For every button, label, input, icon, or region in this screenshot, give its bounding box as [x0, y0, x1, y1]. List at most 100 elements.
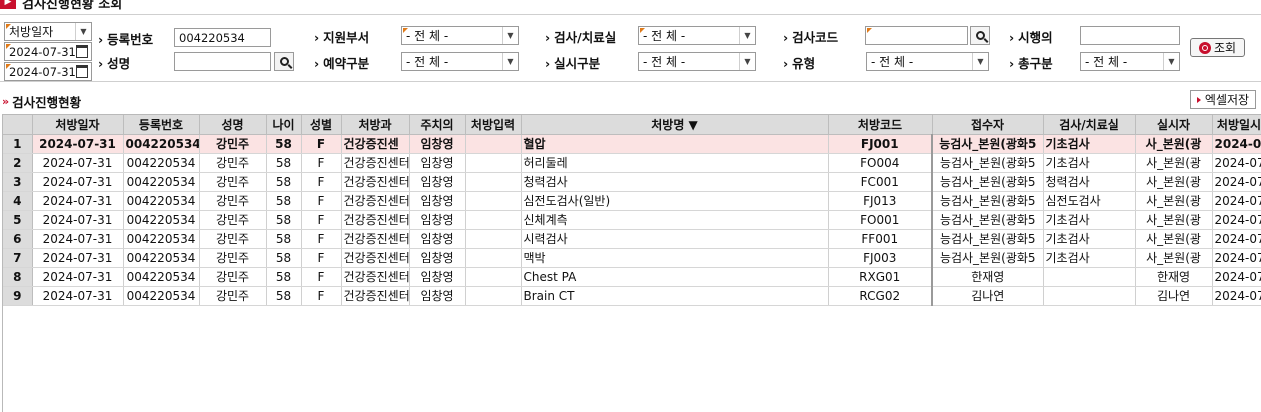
cell-doc[interactable]: 임창영 — [409, 248, 466, 268]
cell-code[interactable]: FJ001 — [828, 134, 933, 154]
cell-age[interactable]: 58 — [266, 153, 302, 173]
cell-exec[interactable]: 김나연 — [1135, 286, 1213, 306]
table-row[interactable]: 7 2024-07-31 004220534 강민주 58 F 건강증진센터 임창영 맥박 FJ0… — [3, 248, 1261, 268]
cell-date[interactable]: 2024-07-31 — [32, 248, 124, 268]
cell-reg[interactable]: 004220534 — [123, 267, 200, 287]
cell-dept[interactable]: 건강증진센터 — [341, 286, 410, 306]
cell-recv[interactable]: 능검사_본원(광화5 — [932, 229, 1044, 249]
cell-time[interactable]: 2024-07-31 08 — [1212, 134, 1261, 154]
result-grid[interactable]: 처방일자 등록번호 성명 나이 성별 처방과 주치의 처방입력 처방명 ▼ 처방… — [2, 114, 1261, 412]
cell-dept[interactable]: 건강증진센터 — [341, 191, 410, 211]
cell-exec[interactable]: 사_본원(광 — [1135, 229, 1213, 249]
cell-time[interactable]: 2024-07-31 08 — [1212, 229, 1261, 249]
column-header[interactable]: 성명 — [199, 115, 267, 135]
cell-room[interactable]: 청력검사 — [1043, 172, 1136, 192]
column-header[interactable]: 접수자 — [932, 115, 1044, 135]
cell-input[interactable] — [465, 229, 522, 249]
cell-room[interactable]: 기초검사 — [1043, 210, 1136, 230]
table-row[interactable]: 4 2024-07-31 004220534 강민주 58 F 건강증진센터 임창영 심전도검사… — [3, 191, 1261, 211]
cell-doc[interactable]: 임창영 — [409, 286, 466, 306]
date-type-select[interactable]: 처방일자 ▼ — [4, 22, 92, 41]
cell-input[interactable] — [465, 210, 522, 230]
cell-date[interactable]: 2024-07-31 — [32, 210, 124, 230]
cell-reg[interactable]: 004220534 — [123, 248, 200, 268]
cell-time[interactable]: 2024-07-31 08 — [1212, 267, 1261, 287]
cell-dept[interactable]: 건강증진센 — [341, 134, 410, 154]
cell-name[interactable]: 강민주 — [199, 229, 267, 249]
table-row[interactable]: 8 2024-07-31 004220534 강민주 58 F 건강증진센터 임창영 Chest… — [3, 267, 1261, 287]
name-search-button[interactable] — [274, 52, 294, 71]
cell-recv[interactable]: 능검사_본원(광화5 — [932, 248, 1044, 268]
table-row[interactable]: 9 2024-07-31 004220534 강민주 58 F 건강증진센터 임창영 Brain… — [3, 286, 1261, 306]
cell-exec[interactable]: 사_본원(광 — [1135, 153, 1213, 173]
column-header[interactable]: 실시자 — [1135, 115, 1213, 135]
cell-code[interactable]: FF001 — [828, 229, 933, 249]
cell-reg[interactable]: 004220534 — [123, 134, 200, 154]
cell-exec[interactable]: 사_본원(광 — [1135, 248, 1213, 268]
cell-recv[interactable]: 능검사_본원(광화5 — [932, 172, 1044, 192]
cell-code[interactable]: RCG02 — [828, 286, 933, 306]
query-button[interactable]: 조회 — [1190, 38, 1245, 57]
table-row[interactable]: 5 2024-07-31 004220534 강민주 58 F 건강증진센터 임창영 신체계측 F… — [3, 210, 1261, 230]
cell-name[interactable]: 강민주 — [199, 191, 267, 211]
column-header[interactable]: 등록번호 — [123, 115, 200, 135]
exam-code-search-button[interactable] — [970, 26, 990, 45]
cell-room[interactable] — [1043, 286, 1136, 306]
cell-date[interactable]: 2024-07-31 — [32, 286, 124, 306]
cell-order[interactable]: 허리둘레 — [521, 153, 829, 173]
cell-code[interactable]: FC001 — [828, 172, 933, 192]
cell-age[interactable]: 58 — [266, 267, 302, 287]
cell-code[interactable]: FJ013 — [828, 191, 933, 211]
cell-code[interactable]: RXG01 — [828, 267, 933, 287]
cell-sex[interactable]: F — [301, 267, 342, 287]
cell-exec[interactable]: 사_본원(광 — [1135, 191, 1213, 211]
cell-name[interactable]: 강민주 — [199, 286, 267, 306]
cell-reg[interactable]: 004220534 — [123, 153, 200, 173]
cell-time[interactable]: 2024-07-31 08 — [1212, 191, 1261, 211]
cell-sex[interactable]: F — [301, 229, 342, 249]
cell-input[interactable] — [465, 172, 522, 192]
cell-age[interactable]: 58 — [266, 134, 302, 154]
cell-input[interactable] — [465, 267, 522, 287]
cell-recv[interactable]: 김나연 — [932, 286, 1044, 306]
cell-date[interactable]: 2024-07-31 — [32, 172, 124, 192]
exec-type-select[interactable]: - 전 체 - ▼ — [638, 52, 756, 71]
cell-date[interactable]: 2024-07-31 — [32, 267, 124, 287]
cell-age[interactable]: 58 — [266, 286, 302, 306]
date-from-field[interactable]: 2024-07-31 — [4, 42, 92, 61]
cell-sex[interactable]: F — [301, 153, 342, 173]
cell-sex[interactable]: F — [301, 191, 342, 211]
table-row[interactable]: 3 2024-07-31 004220534 강민주 58 F 건강증진센터 임창영 청력검사 F… — [3, 172, 1261, 192]
cell-time[interactable]: 2024-07-31 08 — [1212, 286, 1261, 306]
cell-reg[interactable]: 004220534 — [123, 286, 200, 306]
cell-exec[interactable]: 한재영 — [1135, 267, 1213, 287]
cell-doc[interactable]: 임창영 — [409, 267, 466, 287]
column-header[interactable]: 처방과 — [341, 115, 410, 135]
column-header[interactable]: 검사/치료실 — [1043, 115, 1136, 135]
cell-time[interactable]: 2024-07-31 08 — [1212, 248, 1261, 268]
cell-reg[interactable]: 004220534 — [123, 191, 200, 211]
cell-name[interactable]: 강민주 — [199, 134, 267, 154]
cell-dept[interactable]: 건강증진센터 — [341, 172, 410, 192]
cell-code[interactable]: FO004 — [828, 153, 933, 173]
column-header[interactable]: 성별 — [301, 115, 342, 135]
cell-room[interactable]: 기초검사 — [1043, 134, 1136, 154]
cell-input[interactable] — [465, 153, 522, 173]
cell-reg[interactable]: 004220534 — [123, 210, 200, 230]
cell-dept[interactable]: 건강증진센터 — [341, 248, 410, 268]
cell-doc[interactable]: 임창영 — [409, 134, 466, 154]
column-header[interactable]: 주치의 — [409, 115, 466, 135]
cell-dept[interactable]: 건강증진센터 — [341, 210, 410, 230]
cell-name[interactable]: 강민주 — [199, 210, 267, 230]
cell-order[interactable]: 신체계측 — [521, 210, 829, 230]
table-row[interactable]: 2 2024-07-31 004220534 강민주 58 F 건강증진센터 임창영 허리둘레 F… — [3, 153, 1261, 173]
cell-doc[interactable]: 임창영 — [409, 172, 466, 192]
cell-age[interactable]: 58 — [266, 191, 302, 211]
cell-order[interactable]: 심전도검사(일반) — [521, 191, 829, 211]
total-type-select[interactable]: - 전 체 - ▼ — [1080, 52, 1180, 71]
cell-age[interactable]: 58 — [266, 210, 302, 230]
cell-room[interactable]: 기초검사 — [1043, 153, 1136, 173]
cell-dept[interactable]: 건강증진센터 — [341, 229, 410, 249]
cell-sex[interactable]: F — [301, 172, 342, 192]
exec-site-input[interactable] — [1080, 26, 1180, 45]
